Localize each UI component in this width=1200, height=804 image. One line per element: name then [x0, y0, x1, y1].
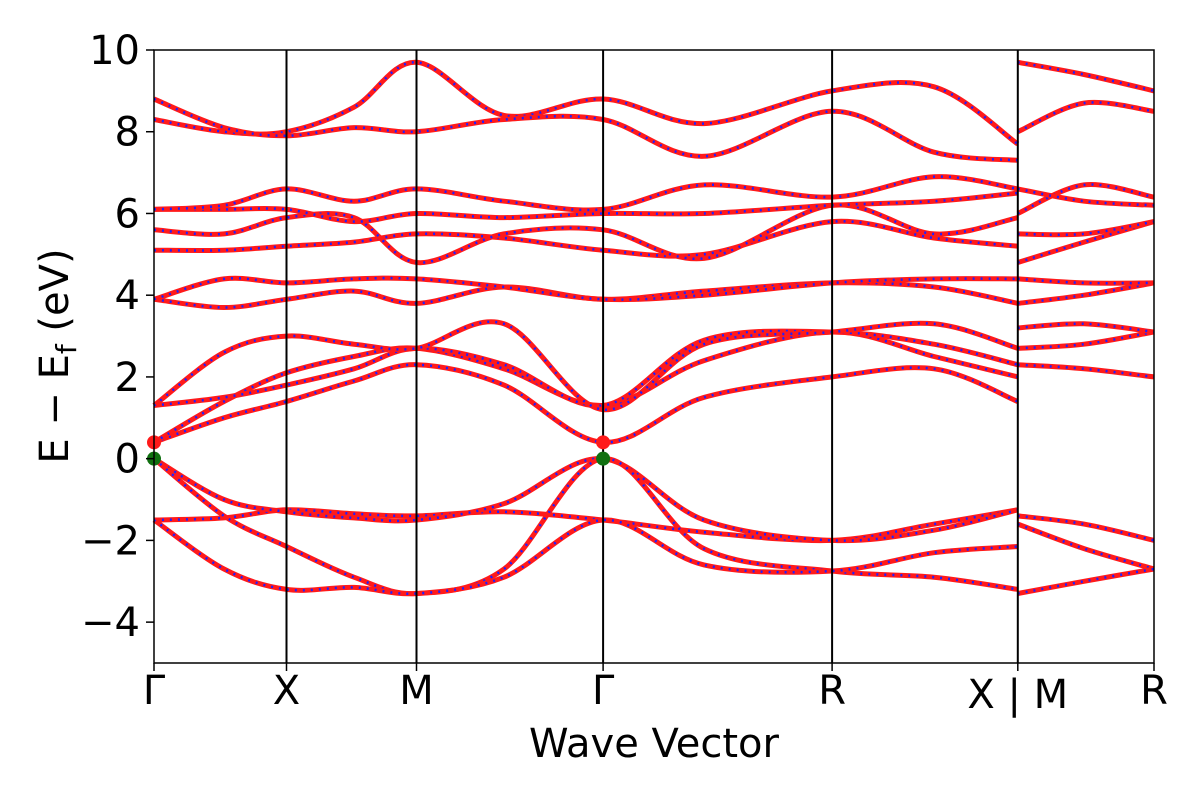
band-line-16 — [1017, 513, 1155, 543]
band-line-29 — [1017, 59, 1155, 94]
band-overlay-20 — [1017, 330, 1155, 350]
band-line-20 — [1017, 329, 1155, 351]
x-tick-label-2: M — [399, 668, 434, 714]
y-axis-label-unit: (eV) — [32, 248, 78, 344]
x-ticks-layer: Γ X M Γ R X | M R — [143, 663, 1168, 718]
band-overlay-1 — [153, 457, 1019, 542]
band-edge-marker-2 — [596, 435, 611, 450]
band-overlay-19 — [1017, 363, 1155, 379]
band-overlay-2 — [153, 457, 1018, 595]
band-edge-marker-3 — [596, 451, 611, 466]
y-axis-label-main: E − E — [32, 354, 78, 464]
band-overlay-13 — [153, 175, 1018, 212]
bands-layer — [152, 59, 1155, 597]
y-tick-label-0: −4 — [81, 600, 140, 646]
band-line-10 — [153, 218, 1019, 259]
x-tick-label-1: X — [273, 668, 300, 714]
band-overlay-28 — [1017, 101, 1155, 133]
band-overlay-7 — [153, 320, 1019, 411]
x-tick-label-5: X | M — [967, 672, 1068, 718]
kpoint-lines-layer — [285, 50, 1019, 663]
band-line-28 — [1016, 99, 1155, 134]
band-overlay-9 — [153, 276, 1018, 301]
y-tick-label-6: 8 — [115, 110, 140, 156]
band-overlay-15 — [153, 97, 1018, 162]
band-overlay-26 — [1017, 183, 1155, 215]
y-axis-label-subscript: f — [50, 343, 83, 354]
y-tick-label-5: 6 — [115, 191, 140, 237]
x-tick-label-3: Γ — [592, 668, 615, 714]
band-overlay-21 — [1017, 322, 1155, 334]
band-overlay-22 — [1017, 281, 1155, 305]
band-line-1 — [152, 456, 1019, 544]
x-axis-label: Wave Vector — [529, 721, 780, 767]
band-overlay-27 — [1017, 187, 1155, 207]
band-line-3 — [152, 517, 1018, 597]
y-tick-label-3: 2 — [115, 355, 140, 401]
band-line-23 — [1017, 276, 1155, 286]
y-tick-label-1: −2 — [81, 518, 140, 564]
y-tick-label-4: 4 — [115, 273, 140, 319]
band-line-11 — [153, 202, 1019, 266]
x-tick-label-6: R — [1140, 668, 1168, 714]
band-line-8 — [153, 280, 1019, 310]
band-line-9 — [153, 275, 1018, 303]
band-line-4 — [153, 362, 1019, 445]
band-line-15 — [153, 96, 1019, 163]
band-line-19 — [1017, 362, 1155, 380]
x-tick-label-4: R — [818, 668, 846, 714]
plot-frame — [153, 49, 1155, 664]
band-line-25 — [1017, 219, 1155, 238]
band-overlay-25 — [1017, 220, 1155, 237]
band-line-18 — [1017, 566, 1155, 596]
band-overlay-8 — [153, 281, 1019, 309]
y-ticks-layer: −4 −2 0 2 4 6 8 10 — [81, 28, 154, 646]
y-tick-label-2: 0 — [115, 437, 140, 483]
band-line-17 — [1016, 521, 1155, 572]
y-tick-label-7: 10 — [89, 28, 140, 74]
band-overlay-23 — [1017, 277, 1155, 285]
markers-layer — [147, 435, 611, 466]
x-tick-label-0: Γ — [143, 668, 166, 714]
band-line-21 — [1017, 321, 1155, 335]
y-axis-label: E − Ef (eV) — [32, 248, 83, 463]
band-overlay-12 — [154, 191, 1018, 223]
band-line-22 — [1017, 280, 1155, 306]
